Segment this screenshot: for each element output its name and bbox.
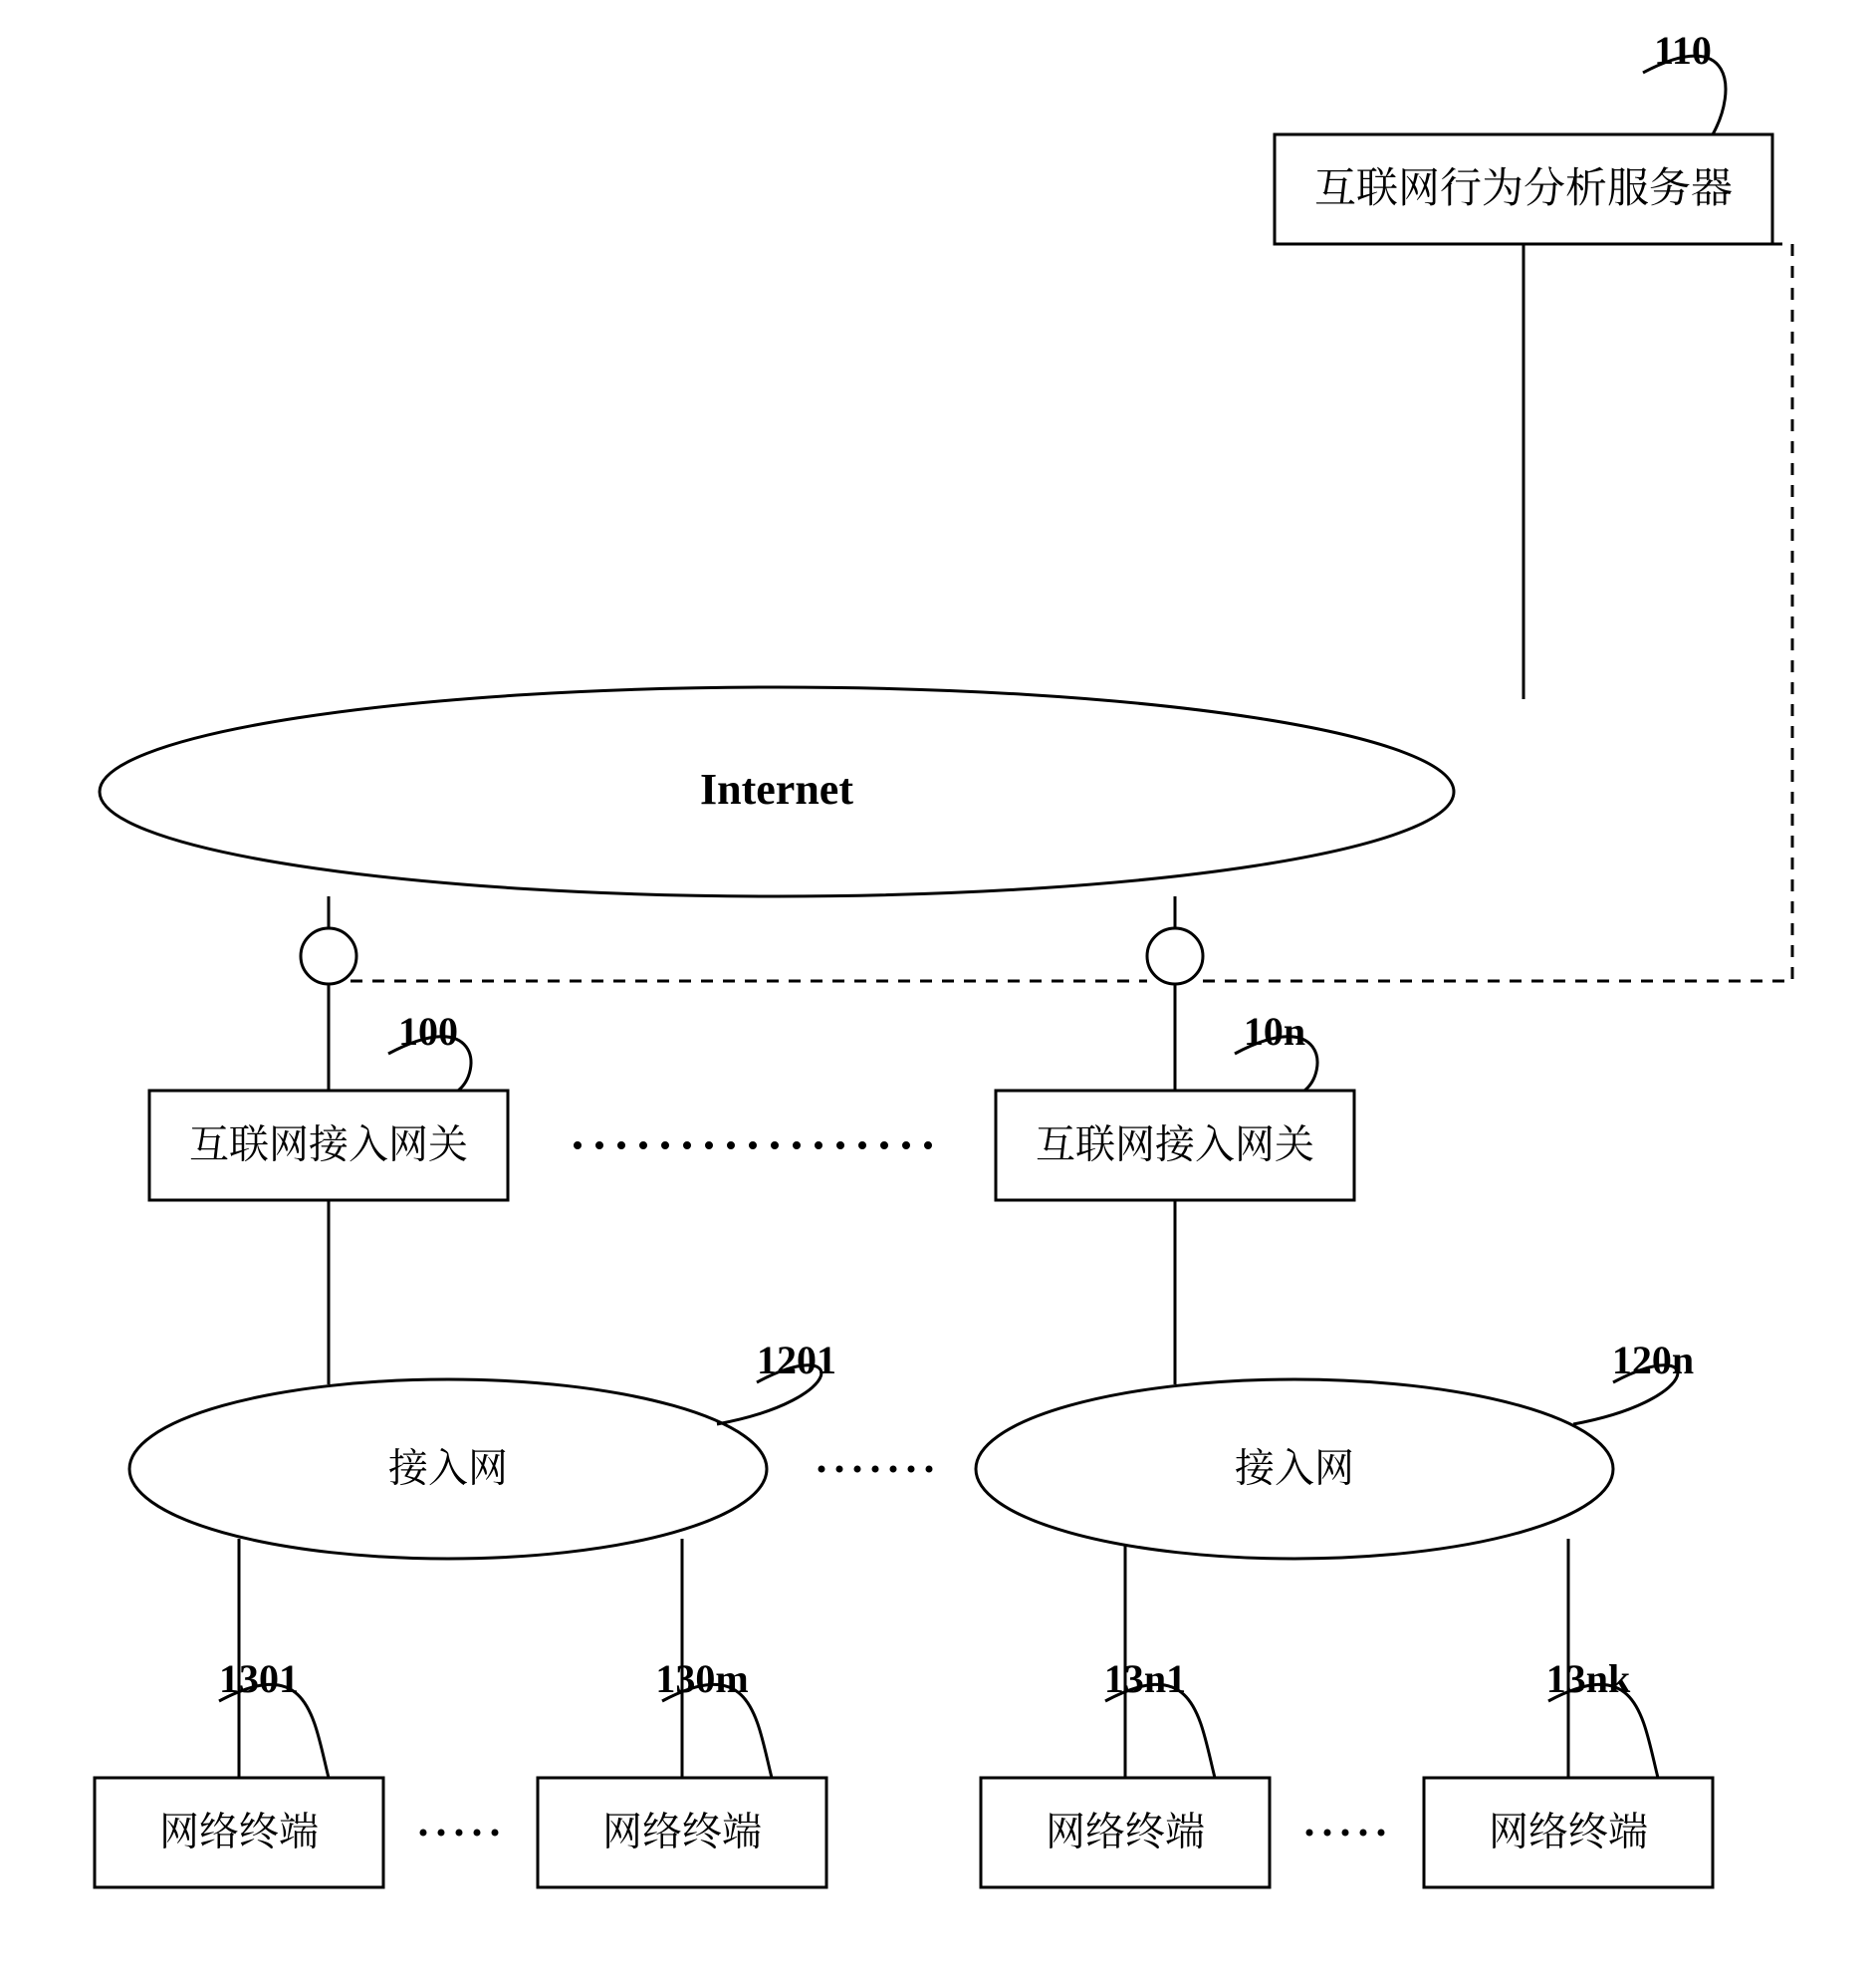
node-terminal-2: 网络终端: [538, 1778, 826, 1887]
accessnet-right-label: 接入网: [1235, 1436, 1354, 1493]
node-server: 互联网行为分析服务器: [1275, 134, 1772, 244]
ref-label: 13nk: [1546, 1656, 1631, 1701]
ref-label: 10n: [1244, 1009, 1305, 1054]
accessnet-left-label: 接入网: [388, 1436, 508, 1493]
tap-circles: [301, 928, 1203, 984]
node-terminal-4: 网络终端: [1424, 1778, 1713, 1887]
node-accessnet-right: 接入网: [976, 1379, 1613, 1559]
terminal-1-label: 网络终端: [159, 1800, 319, 1856]
node-terminal-1: 网络终端: [95, 1778, 383, 1887]
node-gateway-left: 互联网接入网关: [149, 1091, 508, 1200]
gateway-left-label: 互联网接入网关: [189, 1112, 468, 1169]
ref-label: 1201: [757, 1338, 836, 1382]
ref-label: 100: [398, 1009, 458, 1054]
ref-label: 13n1: [1104, 1656, 1186, 1701]
terminal-2-label: 网络终端: [602, 1800, 762, 1856]
node-terminal-3: 网络终端: [981, 1778, 1270, 1887]
network-diagram: 互联网行为分析服务器 Internet 互联网接入网关 互联网接入网关 接入网 …: [0, 0, 1876, 1968]
node-accessnet-left: 接入网: [129, 1379, 767, 1559]
server-label: 互联网行为分析服务器: [1314, 155, 1733, 215]
node-internet: Internet: [100, 687, 1454, 896]
terminal-3-label: 网络终端: [1046, 1800, 1205, 1856]
ref-label: 110: [1654, 28, 1712, 73]
node-gateway-right: 互联网接入网关: [996, 1091, 1354, 1200]
ref-label: 1301: [219, 1656, 299, 1701]
ref-label: 120n: [1612, 1338, 1694, 1382]
terminal-4-label: 网络终端: [1489, 1800, 1648, 1856]
internet-label: Internet: [700, 765, 853, 814]
gateway-right-label: 互联网接入网关: [1036, 1112, 1314, 1169]
ref-label: 130m: [655, 1656, 748, 1701]
